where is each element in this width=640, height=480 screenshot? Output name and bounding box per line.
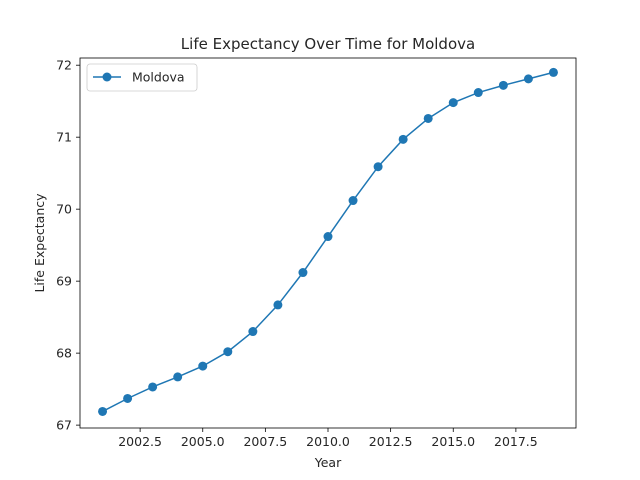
plot-area-frame bbox=[79, 57, 577, 429]
x-tick-label: 2015.0 bbox=[431, 434, 475, 449]
legend-box bbox=[86, 63, 198, 92]
data-point bbox=[298, 268, 308, 278]
y-tick-label: 72 bbox=[56, 58, 72, 73]
data-point bbox=[98, 406, 108, 416]
y-axis-title: Life Expectancy bbox=[32, 193, 47, 293]
x-tick-label: 2005.0 bbox=[181, 434, 225, 449]
data-point bbox=[323, 232, 333, 242]
data-point bbox=[273, 300, 283, 310]
data-point bbox=[223, 347, 233, 357]
data-point bbox=[473, 88, 483, 98]
x-tick-label: 2012.5 bbox=[369, 434, 413, 449]
data-point bbox=[548, 67, 558, 77]
data-point bbox=[248, 327, 258, 337]
y-tick-label: 67 bbox=[56, 418, 72, 433]
data-point bbox=[498, 80, 508, 90]
legend-label-moldova: Moldova bbox=[132, 70, 185, 85]
legend: Moldova bbox=[86, 63, 198, 92]
data-point bbox=[373, 162, 383, 172]
y-axis: 67 68 69 70 71 72 bbox=[56, 58, 80, 433]
data-point bbox=[123, 393, 133, 403]
data-point bbox=[198, 361, 208, 371]
x-tick-label: 2017.5 bbox=[494, 434, 538, 449]
x-tick-label: 2007.5 bbox=[243, 434, 287, 449]
x-tick-label: 2002.5 bbox=[118, 434, 162, 449]
data-point bbox=[348, 196, 358, 206]
y-tick-label: 70 bbox=[56, 202, 72, 217]
y-tick-label: 69 bbox=[56, 274, 72, 289]
series-line-moldova bbox=[102, 71, 554, 413]
x-axis: 2002.5 2005.0 2007.5 2010.0 2012.5 2015.0 2017… bbox=[118, 428, 538, 449]
y-tick-label: 68 bbox=[56, 346, 72, 361]
chart-title: Life Expectancy Over Time for Moldova bbox=[181, 35, 475, 53]
data-point bbox=[423, 113, 433, 123]
legend-marker-moldova bbox=[102, 72, 112, 82]
data-point bbox=[398, 134, 408, 144]
data-point bbox=[448, 98, 458, 108]
data-point bbox=[148, 382, 158, 392]
x-tick-label: 2010.0 bbox=[306, 434, 350, 449]
series-layer bbox=[98, 67, 558, 416]
y-tick-label: 71 bbox=[56, 130, 72, 145]
x-axis-title: Year bbox=[314, 455, 342, 470]
data-point bbox=[523, 74, 533, 84]
data-point bbox=[173, 372, 183, 382]
